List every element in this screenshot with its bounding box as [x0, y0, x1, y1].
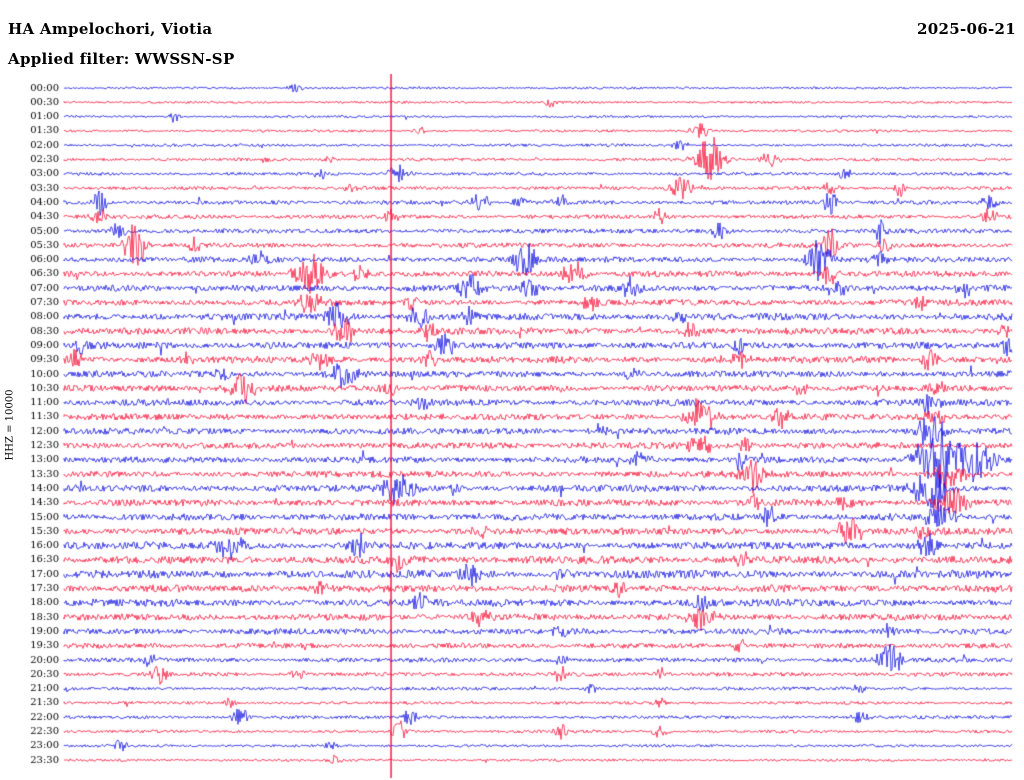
filter-label: Applied filter: WWSSN-SP — [8, 50, 235, 68]
station-title: HA Ampelochori, Viotia — [8, 20, 213, 38]
y-axis-label: HHZ = 10000 — [4, 389, 16, 461]
plot-date: 2025-06-21 — [917, 20, 1016, 38]
